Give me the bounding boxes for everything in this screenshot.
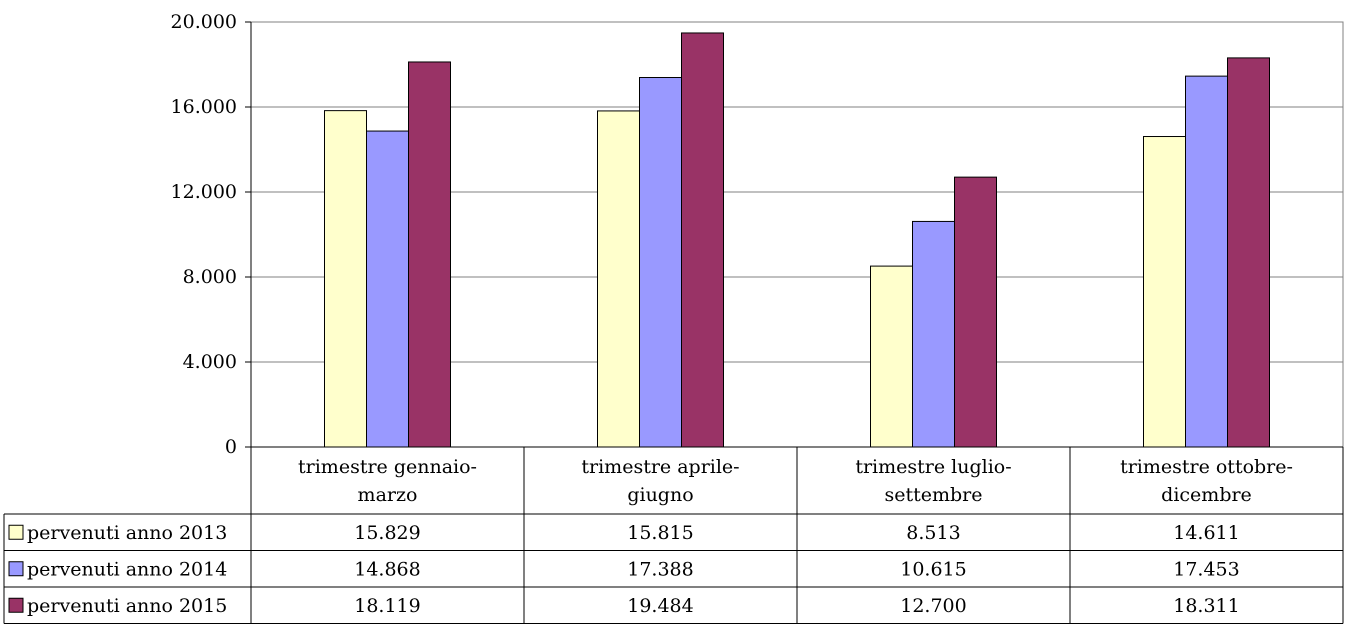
category-label: marzo (358, 484, 418, 506)
data-label: 14.611 (1173, 522, 1239, 544)
category-label: giugno (627, 484, 693, 506)
legend-swatch (8, 524, 24, 540)
bar (681, 32, 724, 448)
category-label: trimestre ottobre- (1120, 456, 1293, 478)
legend-swatch (8, 561, 24, 577)
data-label: 8.513 (906, 522, 960, 544)
data-label: 19.484 (627, 595, 693, 617)
category-label: dicembre (1161, 484, 1252, 506)
data-label: 17.388 (627, 558, 693, 580)
data-label: 12.700 (900, 595, 966, 617)
legend-label: pervenuti anno 2013 (27, 522, 227, 544)
bar (639, 77, 682, 448)
y-tick-label: 8.000 (183, 266, 237, 288)
data-label: 17.453 (1173, 558, 1239, 580)
bar (912, 220, 955, 448)
bar (408, 61, 451, 448)
legend-swatch (8, 597, 24, 613)
data-label: 15.815 (627, 522, 693, 544)
bar (954, 176, 997, 448)
data-label: 14.868 (354, 558, 420, 580)
y-tick-label: 4.000 (183, 351, 237, 373)
bar (597, 110, 640, 448)
y-tick-label: 20.000 (171, 11, 237, 33)
legend-label: pervenuti anno 2014 (27, 558, 227, 580)
category-label: trimestre gennaio- (298, 456, 477, 478)
bar (1227, 57, 1270, 448)
bar (1143, 136, 1186, 448)
category-label: trimestre aprile- (581, 456, 739, 478)
y-tick-label: 0 (225, 436, 237, 458)
category-label: settembre (884, 484, 982, 506)
bar (324, 110, 367, 448)
bar (1185, 75, 1228, 448)
bar (870, 265, 913, 448)
y-tick-label: 12.000 (171, 181, 237, 203)
data-label: 18.311 (1173, 595, 1239, 617)
bar (366, 130, 409, 448)
y-tick-label: 16.000 (171, 96, 237, 118)
data-label: 18.119 (354, 595, 420, 617)
data-label: 10.615 (900, 558, 966, 580)
data-label: 15.829 (354, 522, 420, 544)
category-label: trimestre luglio- (855, 456, 1011, 478)
legend-label: pervenuti anno 2015 (27, 595, 227, 617)
